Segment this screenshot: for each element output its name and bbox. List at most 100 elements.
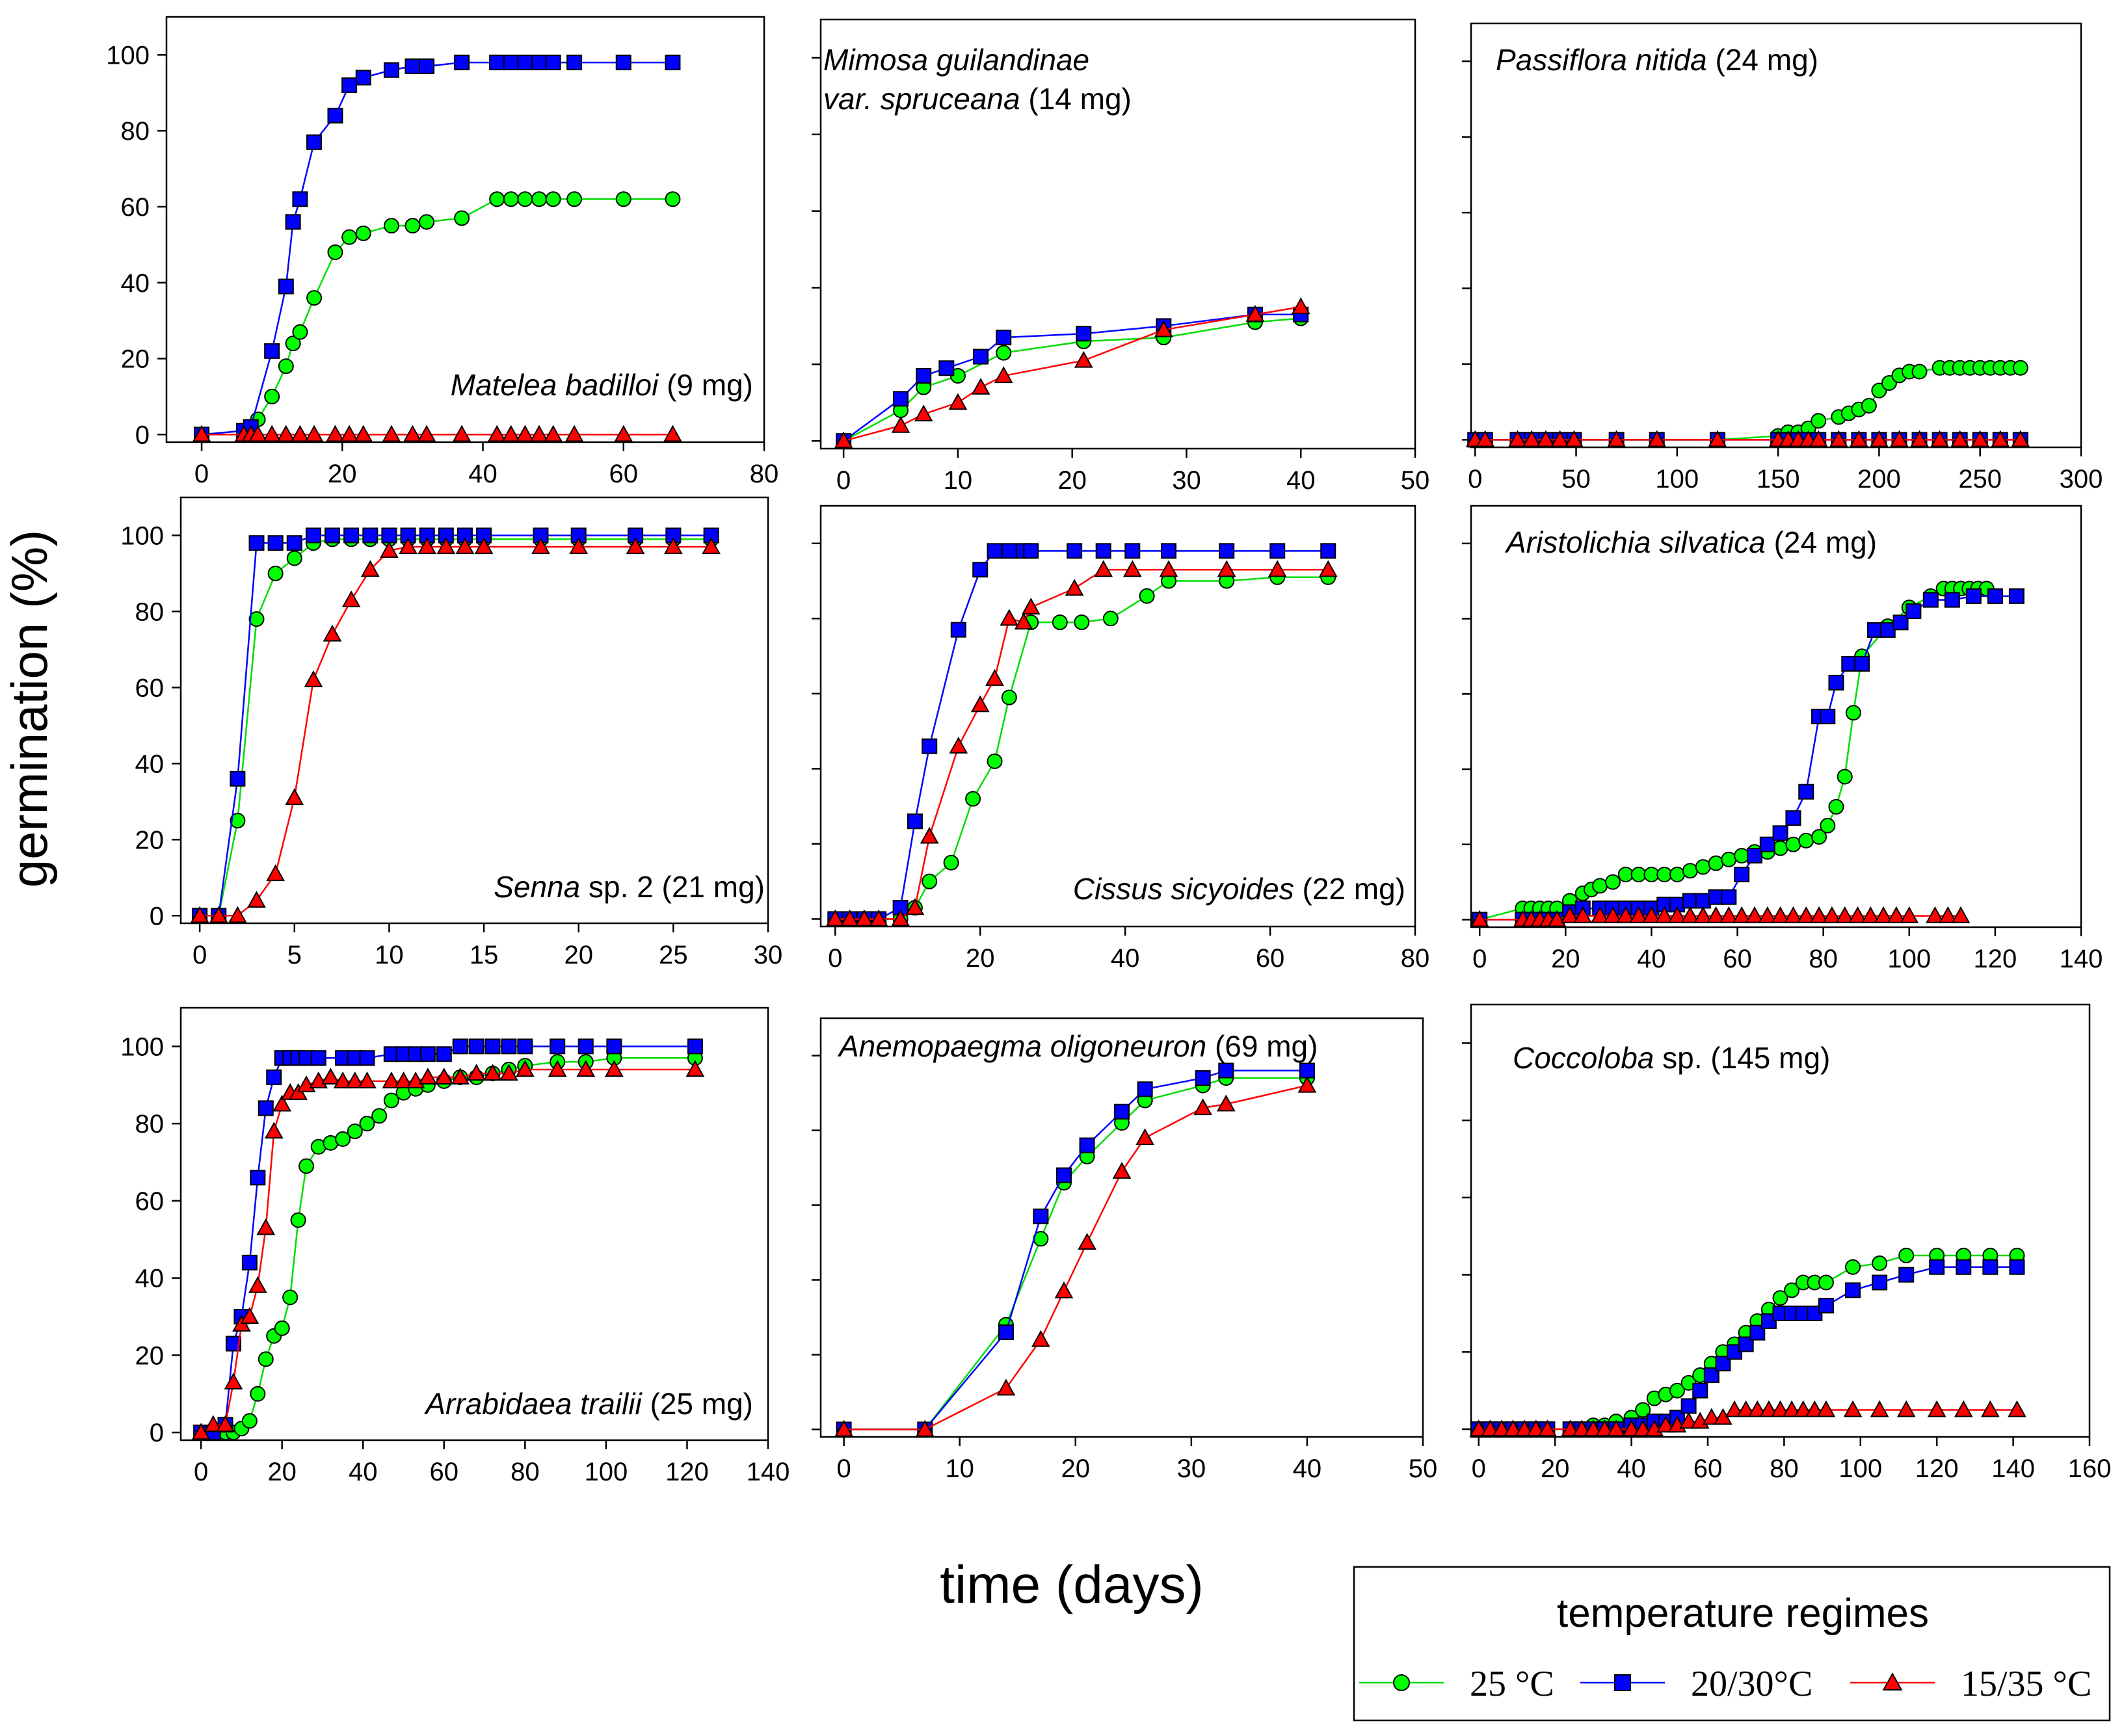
x-tick-label: 20 [1551, 945, 1580, 973]
data-point-square [1944, 592, 1960, 608]
data-point-circle [1682, 863, 1698, 879]
data-point-triangle [529, 425, 549, 442]
x-tick-label: 100 [1655, 465, 1699, 493]
data-point-triangle [1654, 906, 1674, 923]
data-point-circle [1669, 867, 1686, 882]
data-point-triangle [399, 537, 418, 555]
panel-frame [179, 496, 769, 925]
data-point-triangle [685, 1060, 705, 1077]
data-point-circle [922, 873, 938, 889]
y-tick-label: 100 [120, 521, 164, 550]
data-point-triangle [985, 669, 1004, 686]
data-point-square [489, 55, 505, 71]
data-point-circle [341, 229, 358, 245]
data-point-square [1320, 543, 1336, 559]
series-square [836, 306, 1309, 449]
data-point-square [1872, 1274, 1888, 1291]
data-point-triangle [914, 404, 933, 422]
data-point-square [1219, 543, 1235, 559]
data-point-triangle [1112, 1162, 1132, 1179]
y-tick-label: 40 [135, 750, 165, 778]
data-point-square [922, 738, 938, 754]
data-point-triangle [1561, 1419, 1580, 1437]
data-point-square [1892, 614, 1909, 631]
data-point-circle [1811, 829, 1827, 845]
legend-label: 15/35 °C [1961, 1664, 2091, 1704]
data-point-circle [1872, 1255, 1888, 1271]
data-point-circle [383, 1092, 399, 1109]
data-point-triangle [304, 670, 323, 687]
data-point-triangle [1622, 1419, 1641, 1437]
data-point-circle [1643, 867, 1660, 882]
legend-marker-circle [1393, 1674, 1410, 1691]
legend-entry: 15/35 °C [1850, 1664, 2091, 1704]
data-point-square [292, 191, 308, 207]
y-axis-title: germination (%) [1, 530, 58, 888]
data-point-circle [1656, 867, 1673, 882]
data-point-triangle [1771, 1400, 1790, 1417]
x-tick-label: 100 [1839, 1454, 1882, 1483]
data-point-triangle [891, 909, 910, 927]
data-point-triangle [321, 1068, 340, 1085]
data-point-square [1738, 1336, 1754, 1352]
data-point-square [517, 55, 533, 71]
data-point-square [1055, 1167, 1072, 1183]
data-point-circle [489, 191, 505, 207]
panel-9: 0 20 40 60 80 100 120 140 160 Coccoloba sp. (145 … [1462, 1003, 2111, 1483]
data-point-triangle [216, 1415, 235, 1432]
data-point-triangle [605, 1060, 624, 1077]
data-point-triangle [1476, 430, 1495, 447]
data-point-triangle [192, 425, 211, 442]
data-point-circle [1772, 840, 1788, 856]
data-point-circle [1798, 832, 1814, 848]
x-tick-label: 10 [945, 1454, 974, 1483]
x-tick-label: 0 [1472, 1454, 1486, 1483]
data-point-triangle [333, 1072, 352, 1088]
y-tick-label: 60 [135, 674, 165, 702]
data-point-square [606, 1038, 622, 1055]
data-point-triangle [1616, 906, 1636, 923]
data-point-triangle [1590, 906, 1610, 923]
data-point-circle [1818, 1274, 1834, 1291]
series-triangle [1470, 906, 1971, 927]
data-point-triangle [417, 425, 436, 442]
x-tick-label: 200 [1857, 465, 1901, 493]
x-tick-label: 40 [1617, 1454, 1646, 1483]
data-point-circle [531, 191, 548, 207]
x-tick-label: 100 [585, 1458, 628, 1486]
data-point-triangle [1745, 906, 1764, 923]
data-point-triangle [204, 1415, 223, 1432]
x-tick-label: 0 [192, 941, 207, 969]
data-point-triangle [1890, 430, 1909, 447]
data-point-square [1033, 1208, 1049, 1224]
data-point-triangle [1900, 906, 1919, 923]
data-point-circle [1001, 689, 1017, 705]
data-point-triangle [190, 906, 209, 923]
x-tick-label: 140 [1991, 1454, 2035, 1483]
series-circle [836, 310, 1309, 449]
data-point-triangle [1014, 612, 1033, 630]
data-point-triangle [1606, 1419, 1626, 1437]
series-triangle [1469, 1400, 2026, 1437]
y-tick-label: 100 [106, 41, 150, 70]
data-point-square [1734, 867, 1750, 882]
data-point-triangle [702, 537, 721, 555]
data-point-square [1759, 836, 1775, 852]
data-point-triangle [626, 537, 645, 555]
data-point-circle [419, 214, 435, 230]
series-triangle [834, 1075, 1317, 1437]
data-point-triangle [474, 537, 494, 555]
species-label: Mimosa guilandinae [823, 43, 1089, 77]
data-point-square [1879, 622, 1896, 638]
data-point-triangle [1874, 906, 1893, 923]
data-point-circle [1772, 1290, 1788, 1306]
x-tick-label: 40 [1293, 1454, 1322, 1483]
series-line [843, 306, 1301, 442]
data-point-triangle [285, 788, 304, 806]
data-point-circle [1845, 705, 1861, 721]
data-point-square [485, 1038, 501, 1055]
series-square [194, 55, 681, 443]
data-point-square [1785, 810, 1801, 826]
data-point-triangle [1822, 906, 1842, 923]
series-square [827, 543, 1336, 927]
